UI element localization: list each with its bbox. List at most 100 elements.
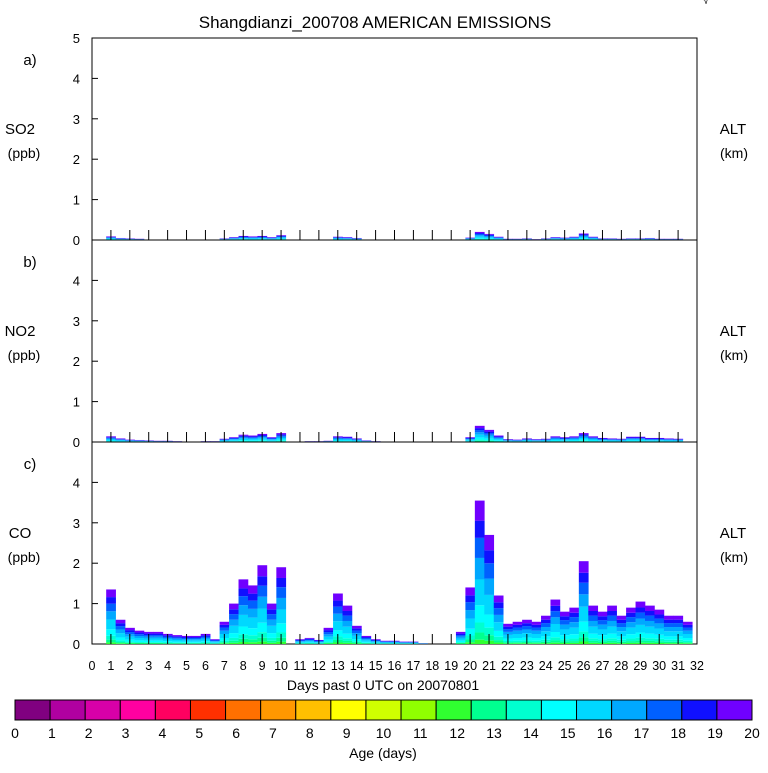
bar-segment <box>569 641 579 643</box>
bar-segment <box>324 628 334 630</box>
colorbar-tick-label: 5 <box>195 725 203 741</box>
bar-segment <box>617 616 627 620</box>
bar-segment <box>475 432 485 434</box>
bar-segment <box>654 619 664 624</box>
x-tick-label: 29 <box>633 659 647 673</box>
bar-segment <box>135 640 145 642</box>
bar-segment <box>513 622 523 625</box>
bar-segment <box>324 643 334 644</box>
species-label: CO <box>9 525 32 542</box>
bar-segment <box>654 629 664 635</box>
bar-segment <box>513 642 523 643</box>
colorbar-tick-label: 20 <box>744 725 760 741</box>
bar-segment <box>475 438 485 440</box>
bar-segment <box>588 440 598 441</box>
bar-segment <box>465 619 475 629</box>
bar-segment <box>135 643 145 644</box>
bar-segment <box>607 438 617 439</box>
bar-segment <box>673 627 683 631</box>
colorbar-swatch <box>612 700 647 720</box>
bar-segment <box>248 238 258 239</box>
bar-segment <box>116 626 126 629</box>
bar-segment <box>191 637 201 638</box>
bar-segment <box>550 643 560 644</box>
bar-segment <box>456 643 466 644</box>
bar-segment <box>267 633 277 638</box>
colorbar-swatch <box>85 700 120 720</box>
panel-letter: b) <box>23 254 36 271</box>
bar-segment <box>324 640 334 642</box>
bar-segment <box>210 643 220 644</box>
colorbar-tick-label: 4 <box>159 725 167 741</box>
colorbar-swatch <box>190 700 225 720</box>
bar-segment <box>494 640 504 642</box>
bar-segment <box>361 637 371 638</box>
bar-segment <box>172 640 182 642</box>
bar-segment <box>276 578 286 587</box>
bar-segment <box>267 620 277 626</box>
bar-segment <box>607 606 617 611</box>
bar-segment <box>333 594 343 601</box>
bar-segment <box>673 616 683 620</box>
bar-segment <box>494 622 504 631</box>
bar-segment <box>475 232 485 233</box>
bar-segment <box>588 436 598 437</box>
colorbar-swatch <box>401 700 436 720</box>
alt-units: (km) <box>720 145 748 161</box>
bar-segment <box>191 638 201 639</box>
bar-segment <box>541 623 551 627</box>
bar-segment <box>248 585 258 593</box>
bar-segment <box>664 643 674 644</box>
y-tick-label: 3 <box>73 314 80 329</box>
colorbar-swatch <box>226 700 261 720</box>
bar-segment <box>626 641 636 643</box>
bar-segment <box>116 643 126 644</box>
bar-segment <box>343 239 353 240</box>
bar-segment <box>305 640 315 641</box>
bar-segment <box>276 598 286 610</box>
x-axis-label: Days past 0 UTC on 20070801 <box>287 677 479 693</box>
bar-segment <box>248 642 258 644</box>
bar-segment <box>560 625 570 630</box>
bar-segment <box>343 441 353 442</box>
bar-segment <box>645 627 655 634</box>
bar-segment <box>229 633 239 638</box>
bar-segment <box>654 614 664 618</box>
y-tick-label: 1 <box>73 597 80 612</box>
bar-segment <box>560 612 570 617</box>
colorbar-swatch <box>120 700 155 720</box>
bar-segment <box>220 625 230 628</box>
bar-segment <box>569 622 579 627</box>
x-tick-label: 26 <box>577 659 591 673</box>
bar-segment <box>626 613 636 617</box>
bar-segment <box>116 633 126 637</box>
bar-segment <box>494 438 504 439</box>
bar-segment <box>475 238 485 239</box>
species-units: (ppb) <box>8 347 41 363</box>
bar-segment <box>106 589 116 597</box>
bar-segment <box>569 628 579 635</box>
bar-segment <box>343 634 353 639</box>
bar-segment <box>579 607 589 622</box>
colorbar-swatch <box>471 700 506 720</box>
bar-segment <box>153 643 163 644</box>
bar-segment <box>683 638 693 641</box>
bar-segment <box>267 440 277 441</box>
bar-segment <box>475 622 485 632</box>
bar-segment <box>560 620 570 625</box>
bar-segment <box>248 437 258 438</box>
bar-segment <box>106 604 116 612</box>
bar-segment <box>361 642 371 643</box>
bar-segment <box>324 634 334 636</box>
bar-segment <box>541 627 551 631</box>
bar-segment <box>626 608 636 613</box>
bar-segment <box>125 630 135 632</box>
bar-segment <box>503 624 513 627</box>
bar-segment <box>267 609 277 614</box>
bar-segment <box>645 606 655 611</box>
alt-units: (km) <box>720 347 748 363</box>
bar-segment <box>456 641 466 642</box>
bar-segment <box>503 629 513 632</box>
x-tick-label: 11 <box>293 659 306 673</box>
bar-segment <box>475 430 485 432</box>
